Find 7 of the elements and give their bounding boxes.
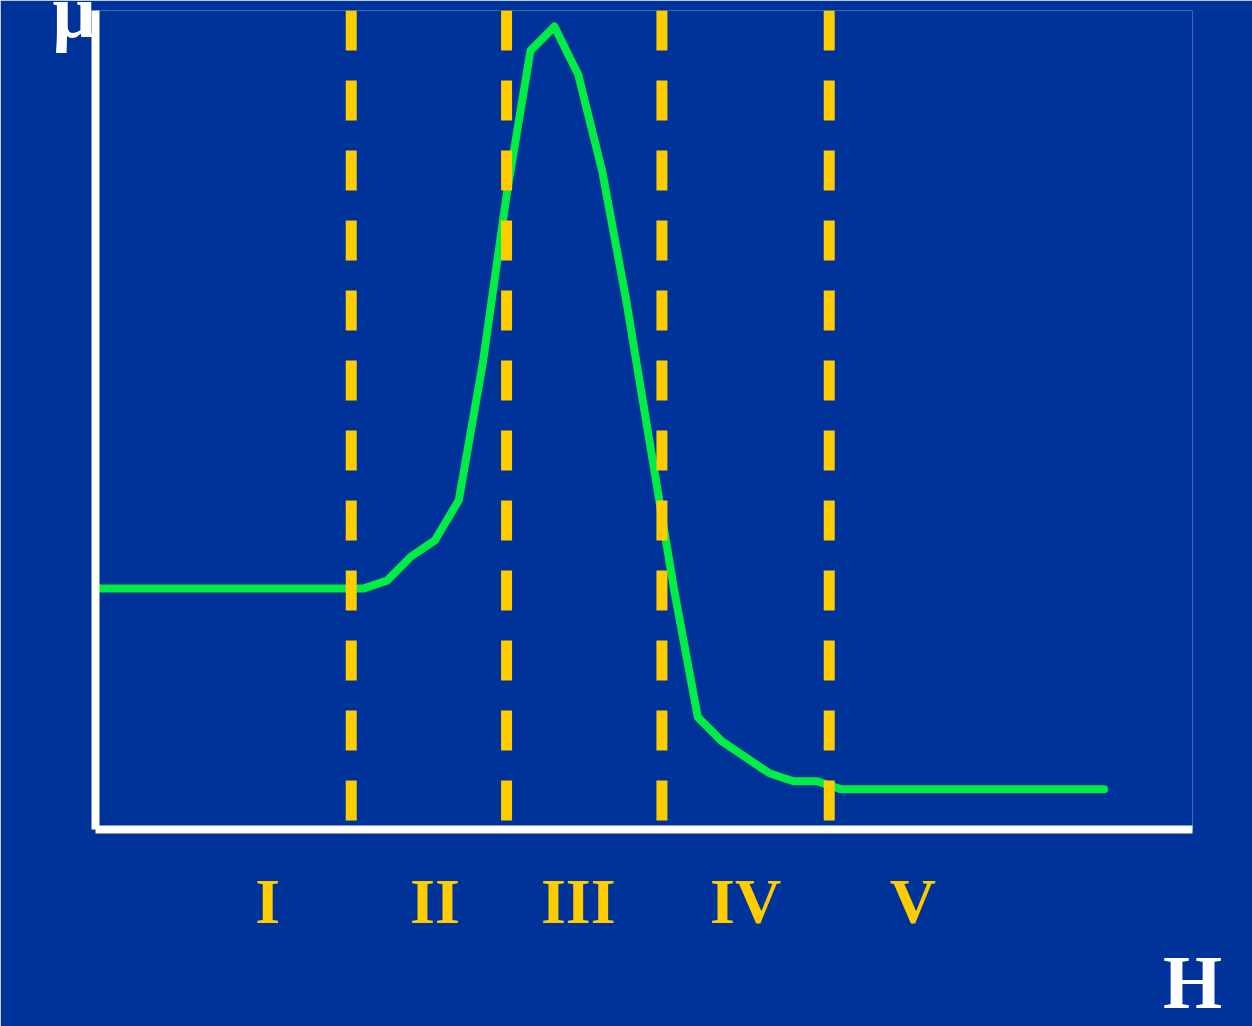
x-tick-label: I: [255, 865, 281, 937]
x-tick-label: V: [889, 865, 936, 937]
y-axis-title: μ: [52, 0, 96, 53]
x-tick-label: III: [540, 865, 616, 937]
x-axis-title: H: [1162, 939, 1223, 1024]
x-tick-label: II: [409, 865, 460, 937]
x-tick-label: IV: [710, 865, 782, 937]
